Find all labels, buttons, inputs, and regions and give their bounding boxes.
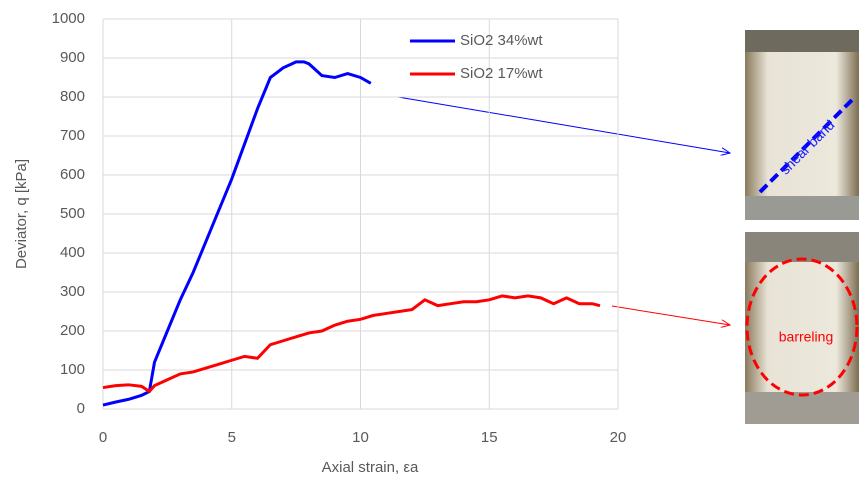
- arrow: [611, 305, 730, 325]
- y-tick-label: 700: [60, 127, 85, 144]
- y-tick-label: 900: [60, 49, 85, 66]
- y-tick-label: 1000: [52, 10, 85, 27]
- y-tick-label: 100: [60, 361, 85, 378]
- y-tick-label: 0: [77, 400, 85, 417]
- y-axis-label: Deviator, q [kPa]: [13, 159, 30, 269]
- x-tick-label: 5: [228, 429, 236, 446]
- legend-label: SiO2 34%wt: [460, 32, 543, 49]
- photos: [745, 30, 859, 424]
- x-tick-label: 0: [99, 429, 107, 446]
- x-tick-label: 20: [610, 429, 627, 446]
- y-tick-label: 300: [60, 283, 85, 300]
- y-tick-label: 400: [60, 244, 85, 261]
- line-series: [102, 60, 372, 407]
- annotation: barreling: [779, 329, 833, 345]
- y-tick-label: 600: [60, 166, 85, 183]
- line-series: [102, 294, 601, 394]
- x-tick-label: 15: [481, 429, 498, 446]
- x-axis-label: Axial strain, εa: [322, 459, 419, 476]
- legend-label: SiO2 17%wt: [460, 65, 543, 82]
- y-tick-label: 500: [60, 205, 85, 222]
- arrow: [397, 96, 730, 153]
- y-tick-label: 200: [60, 322, 85, 339]
- y-tick-label: 800: [60, 88, 85, 105]
- x-tick-label: 10: [352, 429, 369, 446]
